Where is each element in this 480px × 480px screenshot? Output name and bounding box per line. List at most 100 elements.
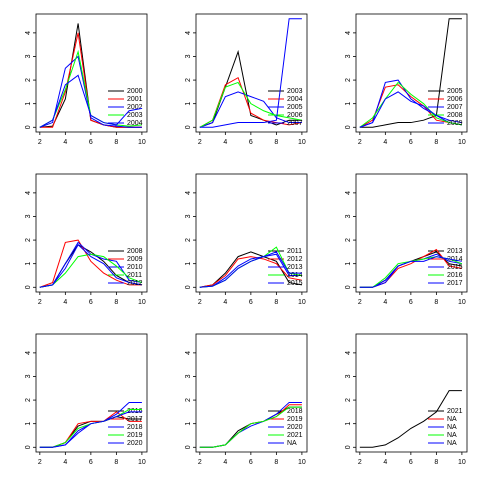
series-line <box>359 79 462 128</box>
x-tick-label: 2 <box>358 299 362 306</box>
x-tick-label: 2 <box>198 139 202 146</box>
x-tick-label: 2 <box>38 299 42 306</box>
x-tick-label: 10 <box>298 139 306 146</box>
y-tick-label: 4 <box>185 351 192 355</box>
plot-frame <box>35 173 148 293</box>
series-line <box>199 251 302 288</box>
series-line <box>199 256 302 288</box>
series-line <box>359 390 462 448</box>
legend-label: 2013 <box>447 248 463 255</box>
x-tick-label: 4 <box>63 459 67 466</box>
plot-frame <box>355 13 468 133</box>
plot-frame <box>355 333 468 453</box>
x-tick-label: 8 <box>274 459 278 466</box>
series-line <box>39 239 142 288</box>
legend-label: NA <box>447 440 457 447</box>
x-tick-label: 6 <box>89 299 93 306</box>
y-tick-label: 3 <box>25 54 32 58</box>
legend-label: 2006 <box>287 112 303 119</box>
x-tick-label: 4 <box>383 459 387 466</box>
y-tick-label: 4 <box>345 31 352 35</box>
y-tick-label: 4 <box>345 191 352 195</box>
legend-label: 2017 <box>447 280 463 287</box>
legend-label: 2012 <box>287 256 303 263</box>
y-tick-label: 0 <box>185 125 192 129</box>
x-tick-label: 8 <box>114 299 118 306</box>
series-line <box>199 253 302 288</box>
y-tick-label: 2 <box>345 78 352 82</box>
series-line <box>39 55 142 128</box>
legend-label: 2015 <box>287 280 303 287</box>
legend-label: 2018 <box>287 408 303 415</box>
x-tick-label: 6 <box>89 459 93 466</box>
x-tick-label: 8 <box>274 299 278 306</box>
legend-label: 2004 <box>127 120 143 127</box>
series-line <box>359 18 462 128</box>
legend-label: 2004 <box>287 96 303 103</box>
x-tick-label: 6 <box>249 299 253 306</box>
y-tick-label: 0 <box>185 445 192 449</box>
y-tick-label: 1 <box>25 102 32 106</box>
y-tick-label: 2 <box>185 238 192 242</box>
y-tick-label: 3 <box>185 214 192 218</box>
series-line <box>359 91 462 128</box>
legend-label: 2011 <box>127 272 142 279</box>
x-tick-label: 4 <box>383 299 387 306</box>
series-line <box>199 49 302 128</box>
y-tick-label: 3 <box>25 214 32 218</box>
y-tick-label: 0 <box>345 285 352 289</box>
x-tick-label: 8 <box>114 139 118 146</box>
legend-label: 2001 <box>127 96 143 103</box>
x-tick-label: 4 <box>223 299 227 306</box>
x-tick-label: 4 <box>63 139 67 146</box>
series-line <box>359 256 462 288</box>
y-tick-label: 1 <box>25 422 32 426</box>
x-tick-label: 10 <box>138 299 146 306</box>
x-tick-label: 8 <box>274 139 278 146</box>
legend-label: 2000 <box>127 88 143 95</box>
legend-label: 2021 <box>287 432 303 439</box>
x-tick-label: 2 <box>358 459 362 466</box>
x-tick-label: 2 <box>358 139 362 146</box>
x-tick-label: 8 <box>434 139 438 146</box>
y-tick-label: 2 <box>185 78 192 82</box>
legend-label: 2019 <box>127 432 143 439</box>
legend-label: 2013 <box>287 264 303 271</box>
legend-label: 2020 <box>127 440 143 447</box>
series-line <box>199 81 302 128</box>
legend-label: 2014 <box>287 272 303 279</box>
y-tick-label: 0 <box>25 285 32 289</box>
legend-label: 2018 <box>127 424 143 431</box>
y-tick-label: 3 <box>345 214 352 218</box>
y-tick-label: 2 <box>25 398 32 402</box>
series-line <box>199 91 302 128</box>
x-tick-label: 6 <box>89 139 93 146</box>
x-tick-label: 10 <box>138 459 146 466</box>
plot-frame <box>355 173 468 293</box>
x-tick-label: 10 <box>298 459 306 466</box>
legend-label: 2016 <box>127 408 143 415</box>
y-tick-label: 1 <box>185 102 192 106</box>
y-tick-label: 0 <box>25 125 32 129</box>
legend-label: 2017 <box>127 416 143 423</box>
plot-frame <box>195 333 308 453</box>
x-tick-label: 4 <box>223 139 227 146</box>
legend-label: 2014 <box>447 256 463 263</box>
plot-frame <box>35 13 148 133</box>
y-tick-label: 3 <box>185 54 192 58</box>
y-tick-label: 2 <box>345 238 352 242</box>
legend-label: NA <box>447 424 457 431</box>
legend-label: 2007 <box>287 120 303 127</box>
x-tick-label: 10 <box>458 299 466 306</box>
series-line <box>39 74 142 128</box>
legend-label: 2021 <box>447 408 463 415</box>
legend-label: 2008 <box>127 248 143 255</box>
series-line <box>199 406 302 448</box>
series-line <box>39 243 142 288</box>
x-tick-label: 2 <box>38 459 42 466</box>
x-tick-label: 6 <box>249 459 253 466</box>
x-tick-label: 8 <box>114 459 118 466</box>
legend-label: 2007 <box>447 104 463 111</box>
y-tick-label: 1 <box>185 422 192 426</box>
